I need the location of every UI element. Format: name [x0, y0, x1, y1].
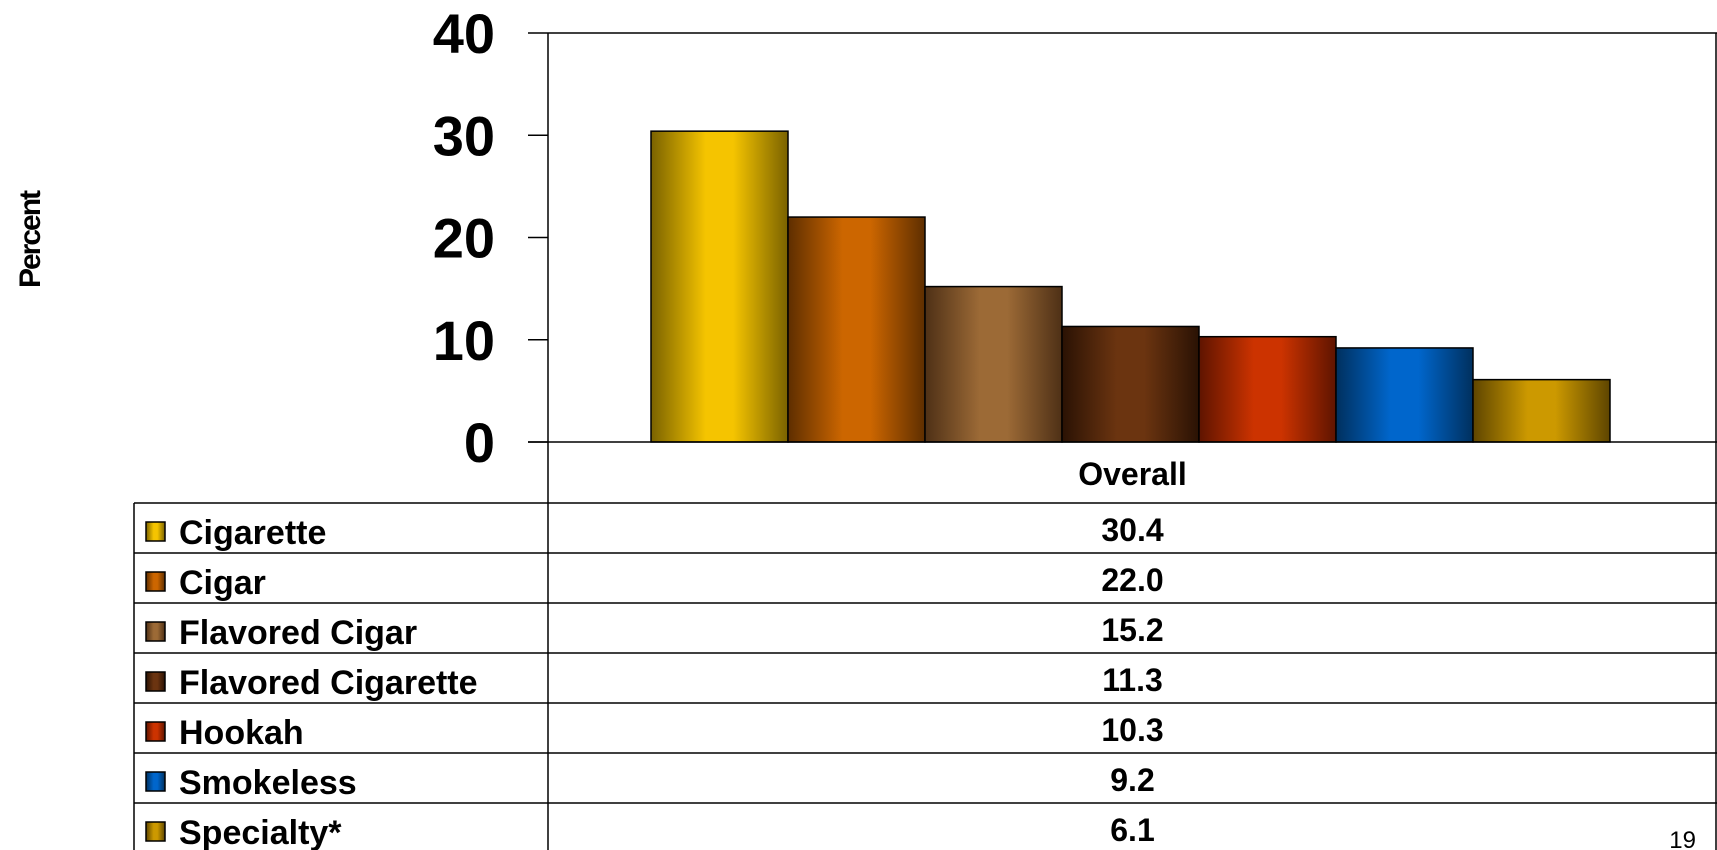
bar-group — [650, 130, 1611, 443]
data-table: Overall Cigarette 30.4 Cigar 22.0 Flavored Ci… — [133, 456, 1717, 850]
table-row: Flavored Cigar 15.2 — [134, 612, 1717, 654]
legend-swatch — [145, 771, 166, 792]
data-label: 11.3 — [1102, 662, 1163, 698]
legend-swatch — [145, 721, 166, 742]
bar-smokeless — [1335, 347, 1474, 443]
bar-cigarette — [650, 130, 789, 443]
bar-cigar — [787, 216, 926, 443]
legend-label: Flavored Cigar — [179, 614, 417, 652]
page-number: 19 — [1669, 827, 1696, 850]
legend-swatch — [145, 621, 166, 642]
data-label: 30.4 — [1101, 512, 1163, 548]
legend-label: Flavored Cigarette — [179, 664, 478, 702]
legend-swatch — [145, 571, 166, 592]
legend-swatch — [145, 521, 166, 542]
y-axis-label: Percent — [14, 190, 47, 288]
legend-label: Hookah — [179, 714, 304, 752]
table-row: Smokeless 9.2 — [134, 762, 1717, 804]
table-row: Hookah 10.3 — [134, 712, 1717, 754]
data-label: 15.2 — [1101, 612, 1163, 648]
data-label: 22.0 — [1101, 562, 1163, 598]
legend-label: Specialty* — [179, 814, 342, 850]
legend-label: Smokeless — [179, 764, 357, 802]
bar-hookah — [1198, 335, 1337, 443]
bar-flavored-cigar — [924, 285, 1063, 443]
legend-label: Cigar — [179, 564, 266, 602]
table-row: Flavored Cigarette 11.3 — [134, 662, 1717, 704]
y-tick-label: 10 — [433, 309, 495, 372]
y-tick-label: 0 — [464, 411, 495, 474]
legend-label: Cigarette — [179, 514, 326, 552]
x-category-label: Overall — [1078, 456, 1187, 492]
bar-flavored-cigarette — [1061, 325, 1200, 443]
data-label: 9.2 — [1110, 762, 1154, 798]
data-label: 6.1 — [1110, 812, 1154, 848]
table-row: Specialty* 6.1 — [145, 812, 1155, 850]
y-axis: 0 10 20 30 40 — [433, 2, 548, 474]
y-tick-label: 20 — [433, 207, 495, 270]
plot-frame — [528, 32, 1717, 850]
legend-swatch — [145, 821, 166, 842]
y-tick-label: 40 — [433, 2, 495, 65]
table-row: Cigarette 30.4 — [134, 512, 1717, 554]
table-row: Cigar 22.0 — [134, 562, 1717, 604]
y-tick-label: 30 — [433, 104, 495, 167]
bar-specialty — [1472, 378, 1611, 443]
legend-swatch — [145, 671, 166, 692]
data-label: 10.3 — [1101, 712, 1163, 748]
